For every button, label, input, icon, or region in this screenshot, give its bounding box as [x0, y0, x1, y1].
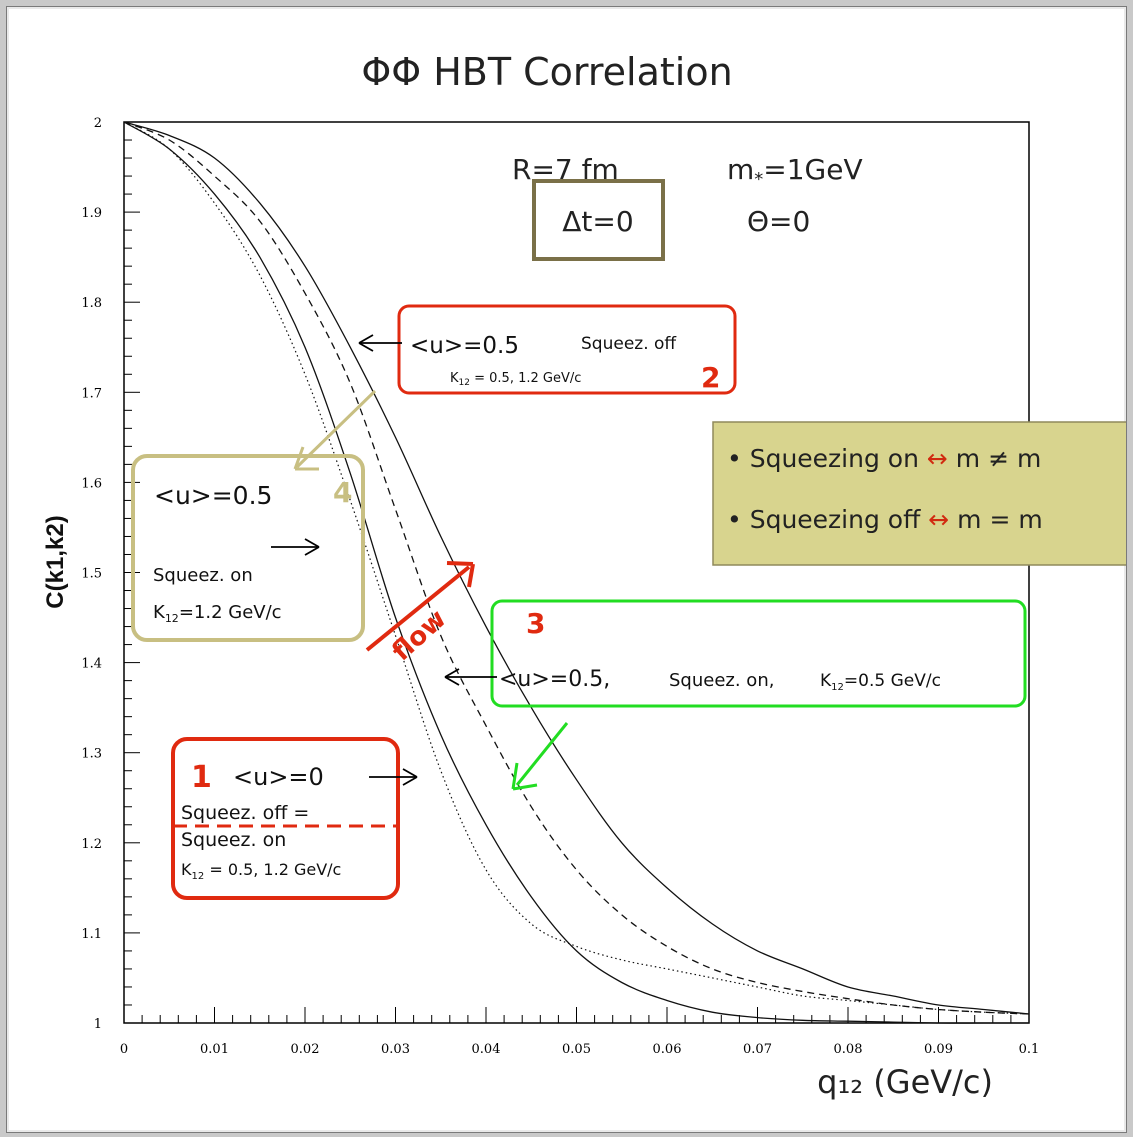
legend-arrow-1: ↔: [927, 444, 948, 473]
box3-k-sub: 12: [831, 682, 844, 693]
legend-box: [712, 421, 1126, 566]
box3-u-label: <u>=0.5,: [499, 667, 610, 692]
curve-dashed-2: [123, 121, 1030, 1015]
legend-text-2: Squeezing off: [750, 505, 921, 534]
box4-squeez-label: Squeez. on: [153, 565, 253, 586]
hbt-correlation-chart: ΦΦ HBT Correlation 0 0.01 0.02 0.03 0.04 0.05…: [42, 50, 1126, 1101]
y-tick-label: 1.8: [81, 296, 102, 311]
flow-arrowhead: [446, 561, 475, 588]
x-tick-label: 0.1: [1019, 1042, 1040, 1057]
box3-number: 3: [526, 607, 545, 640]
box2-k-sub: 12: [459, 378, 470, 388]
x-tick-label: 0.05: [562, 1042, 591, 1057]
param-dt-box: [532, 179, 665, 261]
box4-k-label: K12=1.2 GeV/c: [153, 602, 282, 625]
x-tick-label: 0.03: [381, 1042, 410, 1057]
legend-bullet-2: •: [727, 505, 742, 534]
chart-frame: ΦΦ HBT Correlation 0 0.01 0.02 0.03 0.04 0.05…: [6, 6, 1127, 1133]
box1-k-rest: = 0.5, 1.2 GeV/c: [204, 860, 341, 879]
chart-title: ΦΦ HBT Correlation: [361, 50, 732, 94]
y-tick-label: 1.5: [81, 567, 102, 582]
flow-label: flow: [387, 604, 453, 667]
annotation-box-3: [490, 599, 1027, 708]
x-axis-label: q₁₂ (GeV/c): [817, 1063, 993, 1101]
param-dt: Δt=0: [562, 205, 633, 238]
box2-k-rest: = 0.5, 1.2 GeV/c: [470, 371, 581, 386]
x-tick-label: 0.04: [472, 1042, 501, 1057]
box4-number: 4: [333, 476, 352, 509]
box2-k: K: [450, 371, 459, 386]
legend-bullet-1: •: [727, 444, 742, 473]
x-tick-label: 0.08: [834, 1042, 863, 1057]
curve-solid-3: [123, 121, 1030, 1015]
box3-k: K: [820, 671, 832, 691]
box1-k: K: [181, 860, 192, 879]
y-tick-label: 1.2: [81, 837, 102, 852]
box3-k-label: K12=0.5 GeV/c: [820, 671, 941, 693]
box3-pointer-arrowhead: [444, 668, 460, 686]
y-tick-label: 1.1: [81, 927, 102, 942]
box4-k-sub: 12: [165, 612, 179, 625]
legend-line-1: • Squeezing on ↔ m ≠ m: [727, 444, 1041, 473]
box3-squeez-label: Squeez. on,: [669, 670, 774, 691]
annotation-box-1: [171, 737, 400, 900]
box1-k-label: K12 = 0.5, 1.2 GeV/c: [181, 860, 341, 882]
annotation-box-4: [131, 454, 365, 642]
box2-number: 2: [701, 361, 720, 394]
legend-rel-1: m ≠ m: [956, 444, 1042, 473]
box2-squeez-label: Squeez. off: [581, 334, 677, 354]
box1-line-2: Squeez. on: [181, 829, 286, 851]
param-theta: Θ=0: [747, 205, 810, 238]
box4-u-label: <u>=0.5: [154, 481, 272, 510]
x-tick-label: 0.09: [924, 1042, 953, 1057]
box1-k-sub: 12: [192, 871, 205, 882]
param-mass-value: =1GeV: [763, 153, 862, 186]
box1-line-1: Squeez. off =: [181, 802, 309, 824]
box4-pointer-arrowhead: [304, 538, 320, 556]
x-tick-label: 0.06: [653, 1042, 682, 1057]
box1-number: 1: [191, 760, 212, 795]
y-tick-label: 1.3: [81, 747, 102, 762]
legend-text-1: Squeezing on: [750, 444, 919, 473]
box2-u-label: <u>=0.5: [410, 333, 519, 359]
x-tick-label: 0.07: [743, 1042, 772, 1057]
y-tick-label: 2: [94, 116, 102, 131]
box4-k-rest: =1.2 GeV/c: [179, 602, 282, 623]
x-tick-label: 0.02: [291, 1042, 320, 1057]
y-axis-label: C(k1,k2): [42, 515, 69, 608]
param-mass-subscript: *: [754, 169, 763, 190]
param-mass-symbol: m: [727, 153, 754, 186]
y-tick-label: 1.9: [81, 206, 102, 221]
legend-line-2: • Squeezing off ↔ m = m: [727, 505, 1043, 534]
green-arrowhead: [511, 762, 538, 791]
box2-pointer-arrowhead: [358, 334, 374, 352]
y-tick-label: 1.6: [81, 476, 102, 491]
curve-solid-0: [123, 121, 1029, 1024]
flow-arrow: [365, 565, 471, 652]
legend-arrow-2: ↔: [928, 505, 949, 534]
box4-k: K: [153, 602, 166, 623]
x-tick-label: 0: [120, 1042, 128, 1057]
box3-k-rest: =0.5 GeV/c: [844, 671, 941, 691]
y-tick-label: 1.4: [81, 657, 102, 672]
box2-k-label: K12 = 0.5, 1.2 GeV/c: [450, 371, 581, 388]
green-arrow: [515, 722, 569, 786]
param-mass: m*=1GeV: [727, 153, 863, 190]
x-tick-label: 0.01: [200, 1042, 229, 1057]
y-tick-label: 1.7: [81, 386, 102, 401]
box1-pointer-arrowhead: [402, 768, 418, 786]
box1-u-label: <u>=0: [233, 763, 324, 791]
annotation-box-2: [397, 304, 737, 395]
curve-dotted-1: [123, 121, 1030, 1015]
y-tick-label: 1: [94, 1017, 102, 1032]
legend-rel-2: m = m: [957, 505, 1043, 534]
